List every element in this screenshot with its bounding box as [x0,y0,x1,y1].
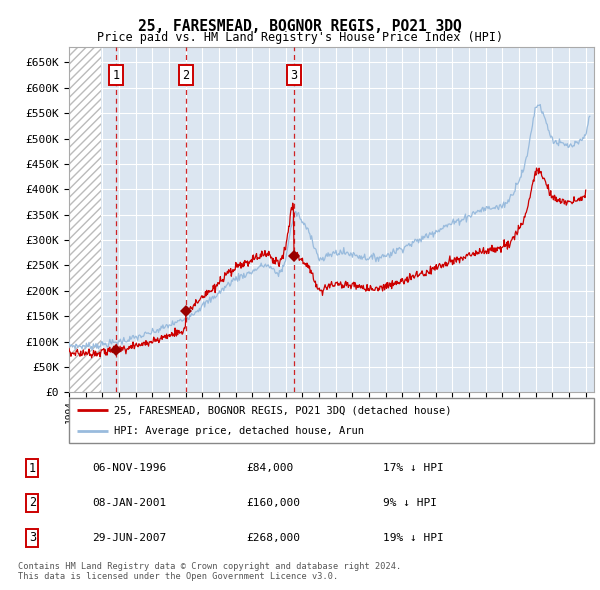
Text: 2: 2 [29,496,36,510]
Text: Contains HM Land Registry data © Crown copyright and database right 2024.: Contains HM Land Registry data © Crown c… [18,562,401,571]
Text: 2: 2 [182,68,190,81]
Text: 25, FARESMEAD, BOGNOR REGIS, PO21 3DQ (detached house): 25, FARESMEAD, BOGNOR REGIS, PO21 3DQ (d… [113,405,451,415]
Text: 3: 3 [29,532,36,545]
Text: £268,000: £268,000 [246,533,300,543]
Text: HPI: Average price, detached house, Arun: HPI: Average price, detached house, Arun [113,425,364,435]
Text: 17% ↓ HPI: 17% ↓ HPI [383,463,443,473]
Text: Price paid vs. HM Land Registry's House Price Index (HPI): Price paid vs. HM Land Registry's House … [97,31,503,44]
Text: 9% ↓ HPI: 9% ↓ HPI [383,498,437,508]
FancyBboxPatch shape [69,398,594,442]
Text: 25, FARESMEAD, BOGNOR REGIS, PO21 3DQ: 25, FARESMEAD, BOGNOR REGIS, PO21 3DQ [138,19,462,34]
Text: £160,000: £160,000 [246,498,300,508]
Text: This data is licensed under the Open Government Licence v3.0.: This data is licensed under the Open Gov… [18,572,338,581]
Bar [69,47,101,392]
Text: 06-NOV-1996: 06-NOV-1996 [92,463,166,473]
Text: 29-JUN-2007: 29-JUN-2007 [92,533,166,543]
Text: £84,000: £84,000 [246,463,293,473]
Text: 1: 1 [29,461,36,474]
Text: 08-JAN-2001: 08-JAN-2001 [92,498,166,508]
Text: 3: 3 [290,68,298,81]
Text: 1: 1 [113,68,120,81]
Text: 19% ↓ HPI: 19% ↓ HPI [383,533,443,543]
